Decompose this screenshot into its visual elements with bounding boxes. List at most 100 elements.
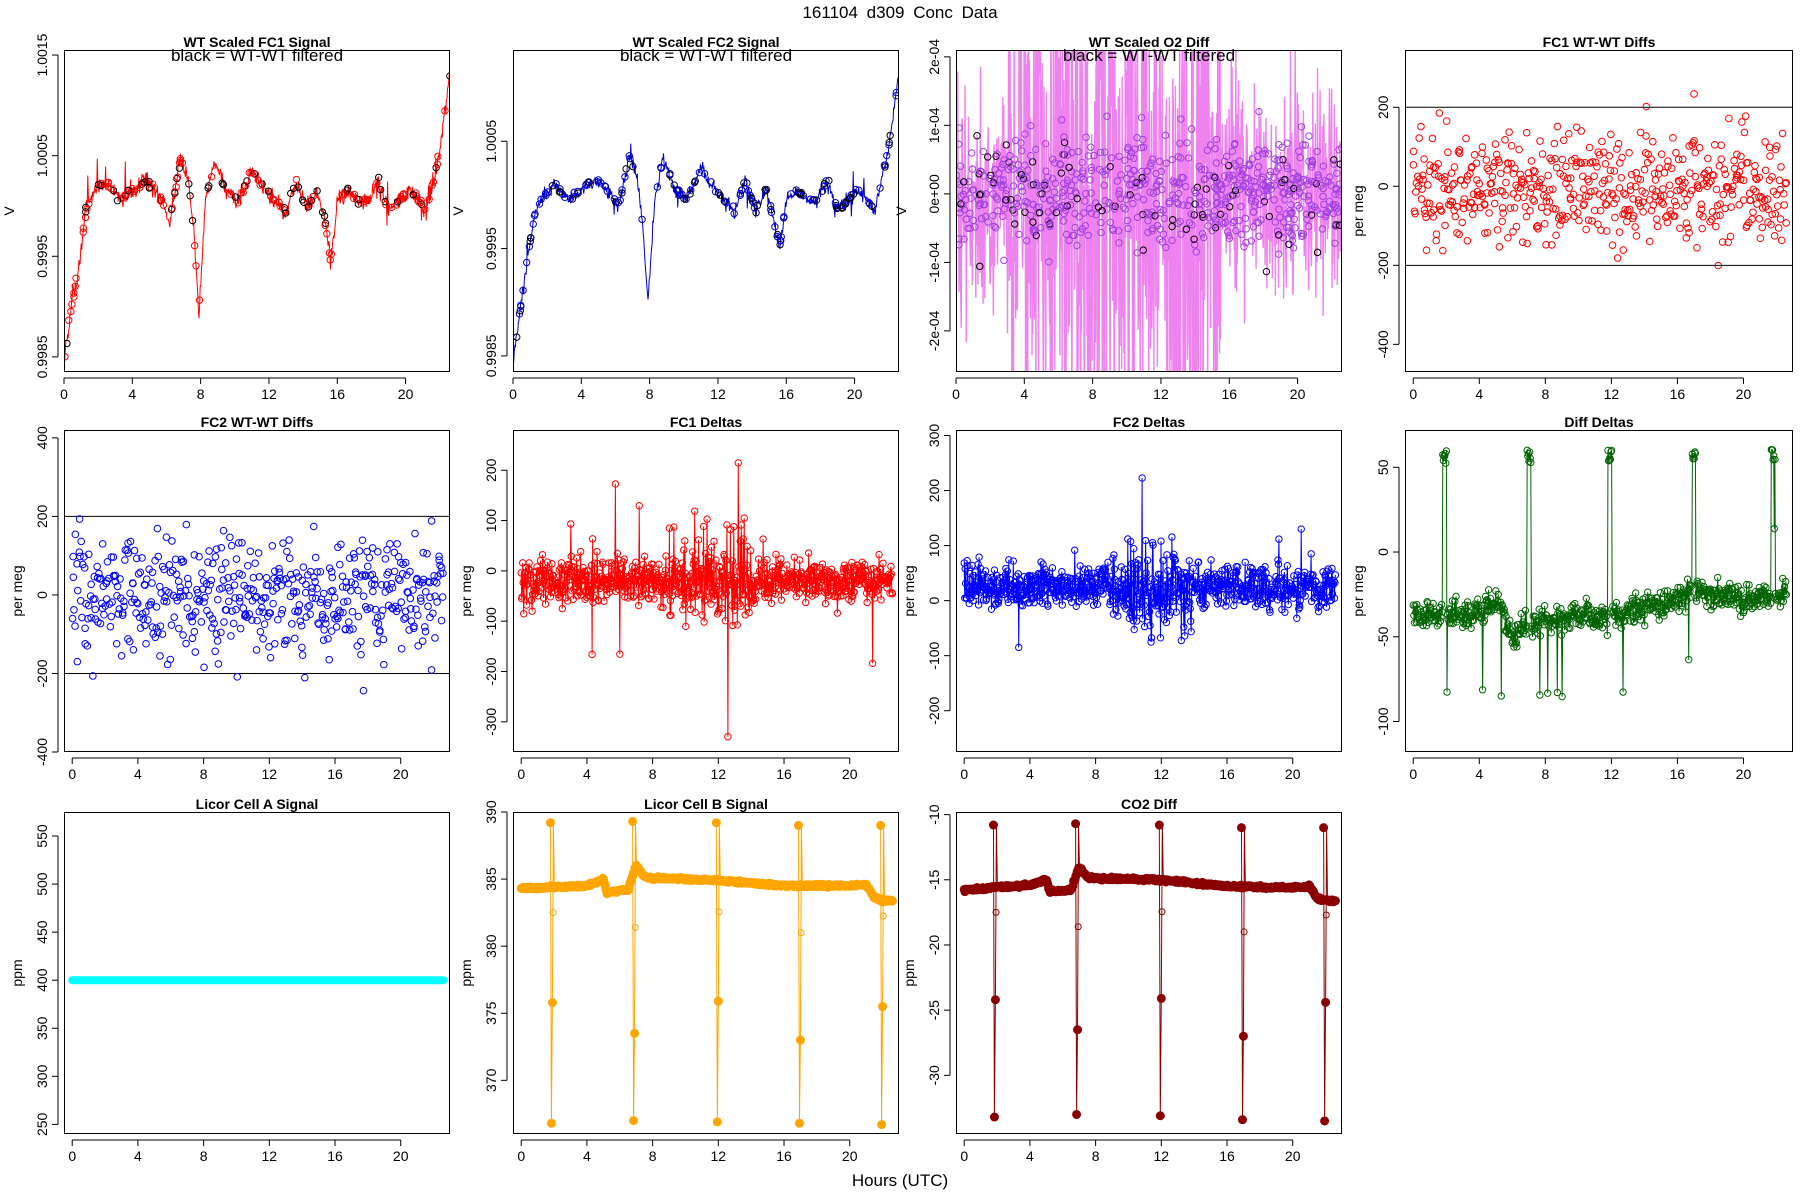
data-point (1138, 474, 1146, 482)
data-point (1017, 139, 1025, 147)
data-point (207, 576, 216, 585)
x-tick-label: 8 (1092, 766, 1100, 782)
data-point (1029, 594, 1038, 602)
data-point (762, 187, 770, 195)
data-point (805, 568, 813, 576)
data-point (1208, 226, 1216, 235)
data-point (974, 601, 983, 609)
data-point (197, 618, 206, 626)
data-point (764, 593, 772, 602)
data-point (98, 540, 107, 548)
data-point (537, 195, 545, 203)
data-point (87, 580, 95, 589)
data-point (279, 539, 287, 547)
data-point (350, 553, 359, 562)
data-point (350, 190, 359, 199)
data-point (233, 673, 242, 681)
data-point (1298, 582, 1306, 590)
data-point (338, 572, 347, 581)
data-point (761, 593, 769, 601)
data-point (1749, 208, 1757, 217)
data-point (836, 581, 845, 589)
data-point (1537, 175, 1545, 184)
data-point (327, 250, 336, 258)
data-point (1411, 209, 1419, 218)
data-point (382, 200, 390, 209)
data-point (1520, 180, 1529, 189)
data-point (93, 562, 101, 571)
data-point (222, 606, 231, 614)
data-point (319, 636, 328, 644)
data-point (228, 607, 236, 615)
data-point (749, 595, 758, 603)
data-point (269, 599, 277, 608)
data-point (1007, 195, 1015, 204)
data-point (192, 262, 200, 270)
data-point (1644, 588, 1652, 596)
data-point (284, 579, 293, 588)
data-point (706, 579, 714, 588)
data-point (615, 579, 624, 587)
data-point (274, 615, 282, 624)
data-point (1479, 618, 1487, 627)
data-point (1752, 595, 1760, 604)
data-point (1240, 593, 1248, 601)
data-point (1290, 215, 1298, 223)
chart-o2-diff: 0 4 8 12 16 20-2e-04-1e-040e+001e-042e-04VWT … (893, 34, 1342, 402)
data-point (306, 610, 314, 619)
data-point (1463, 172, 1472, 180)
data-point (103, 557, 112, 566)
data-point (297, 621, 306, 630)
data-point (1098, 206, 1106, 215)
data-point (998, 578, 1007, 586)
data-point (1577, 127, 1586, 135)
data-point (702, 573, 711, 581)
data-point (158, 630, 167, 638)
data-point (1617, 173, 1626, 182)
data-point (271, 639, 279, 648)
data-point (1058, 188, 1066, 197)
data-point (1752, 174, 1760, 183)
data-point (1124, 593, 1132, 602)
data-point (1042, 568, 1051, 576)
data-point (186, 192, 194, 200)
data-point (763, 570, 772, 578)
data-point (960, 235, 968, 243)
data-point (1526, 188, 1535, 197)
data-point (1681, 178, 1689, 187)
data-point (1000, 156, 1008, 164)
data-point (1212, 588, 1221, 596)
data-point (1191, 572, 1199, 581)
data-point (1636, 175, 1645, 184)
data-point (1307, 177, 1316, 186)
data-point (1415, 134, 1423, 142)
data-point (1491, 140, 1500, 148)
data-point (231, 594, 239, 602)
data-point (148, 579, 156, 587)
data-point (347, 578, 356, 586)
data-point (519, 286, 527, 295)
data-point (1489, 162, 1498, 171)
data-point (1113, 177, 1122, 185)
data-point (989, 190, 997, 198)
plot-frame (64, 812, 450, 1134)
data-point (316, 598, 325, 607)
data-point (1632, 232, 1641, 240)
data-point (1569, 190, 1578, 199)
data-point (847, 191, 855, 199)
data-point (418, 578, 427, 587)
data-point (1135, 593, 1143, 601)
data-point (1577, 159, 1586, 167)
data-point (1296, 603, 1304, 612)
data-point (1595, 151, 1604, 159)
data-point (1062, 230, 1071, 239)
data-point (1214, 592, 1223, 600)
data-point (1606, 166, 1615, 175)
data-point (1498, 601, 1506, 609)
data-point (1168, 236, 1176, 245)
data-point (1509, 190, 1518, 198)
data-point (1143, 167, 1151, 176)
data-point (984, 153, 992, 161)
